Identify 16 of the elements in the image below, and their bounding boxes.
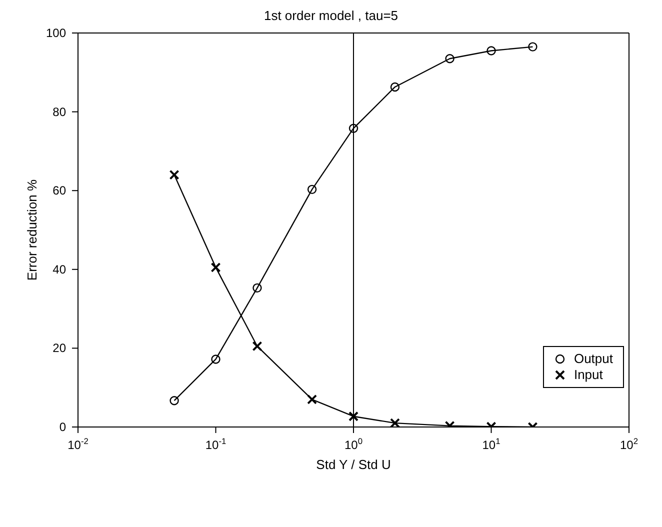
legend-label: Output [574,351,613,367]
y-tick-label: 100 [46,26,66,40]
y-axis-title: Error reduction % [24,178,40,281]
x-axis-title: Std Y / Std U [316,457,391,472]
x-tick-label: 10$^{2}$ [620,436,638,452]
y-tick-label: 0 [59,420,66,434]
y-tick-label: 40 [52,262,66,276]
x-tick-label: 10$^{1}$ [482,436,501,452]
y-tick-label: 20 [52,341,66,356]
y-tick-label: 80 [52,104,66,119]
legend-label: Input [574,367,603,383]
x-tick-label: 10$^{0}$ [344,436,363,452]
x-tick-label: 10$^{-2}$ [68,436,89,452]
chart-title: 1st order model , tau=5 [262,8,400,25]
y-tick-label: 60 [52,184,66,198]
x-tick-label: 10$^{-1}$ [205,436,226,452]
